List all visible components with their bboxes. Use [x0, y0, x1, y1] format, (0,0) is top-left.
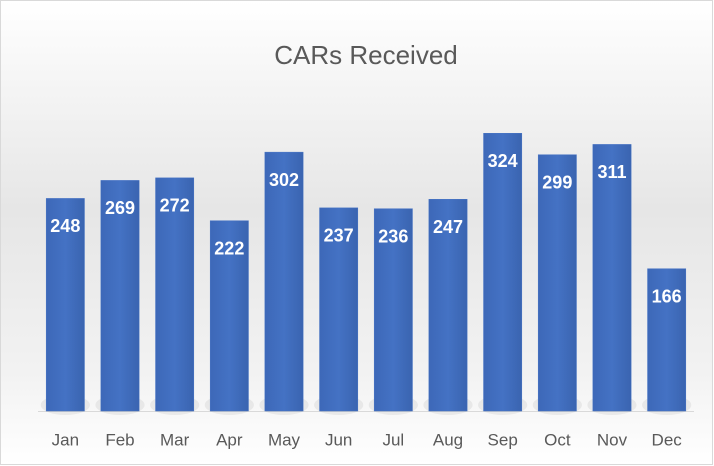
- value-label: 236: [378, 226, 408, 246]
- x-tick-label: Dec: [652, 430, 683, 449]
- value-label: 247: [433, 217, 463, 237]
- bar: [264, 151, 304, 412]
- value-label: 222: [214, 238, 244, 258]
- x-tick-label: Sep: [488, 430, 518, 449]
- value-label: 248: [50, 216, 80, 236]
- bar: [45, 198, 85, 412]
- bar: [209, 220, 249, 412]
- x-tick-label: Jan: [52, 430, 79, 449]
- value-label: 269: [105, 198, 135, 218]
- x-tick-label: Nov: [597, 430, 628, 449]
- bar: [373, 208, 413, 412]
- x-tick-label: Jul: [382, 430, 404, 449]
- x-tick-label: Feb: [105, 430, 134, 449]
- bar: [483, 133, 523, 412]
- chart-title: CARs Received: [274, 40, 458, 70]
- x-tick-label: Oct: [544, 430, 571, 449]
- value-label: 237: [324, 226, 354, 246]
- bar: [428, 199, 468, 412]
- value-label: 311: [597, 162, 626, 182]
- value-label: 166: [652, 286, 682, 306]
- x-tick-label: Apr: [216, 430, 243, 449]
- bar: [537, 154, 577, 412]
- bar: [647, 268, 687, 412]
- bar: [592, 144, 632, 412]
- bar: [155, 177, 195, 412]
- value-label: 324: [488, 151, 518, 171]
- value-label: 272: [160, 196, 190, 216]
- bar: [100, 180, 140, 412]
- bar: [319, 207, 359, 412]
- value-label: 302: [269, 170, 299, 190]
- x-tick-label: Mar: [160, 430, 190, 449]
- value-label: 299: [542, 172, 572, 192]
- x-tick-label: Aug: [433, 430, 463, 449]
- x-tick-label: Jun: [325, 430, 352, 449]
- x-tick-label: May: [268, 430, 301, 449]
